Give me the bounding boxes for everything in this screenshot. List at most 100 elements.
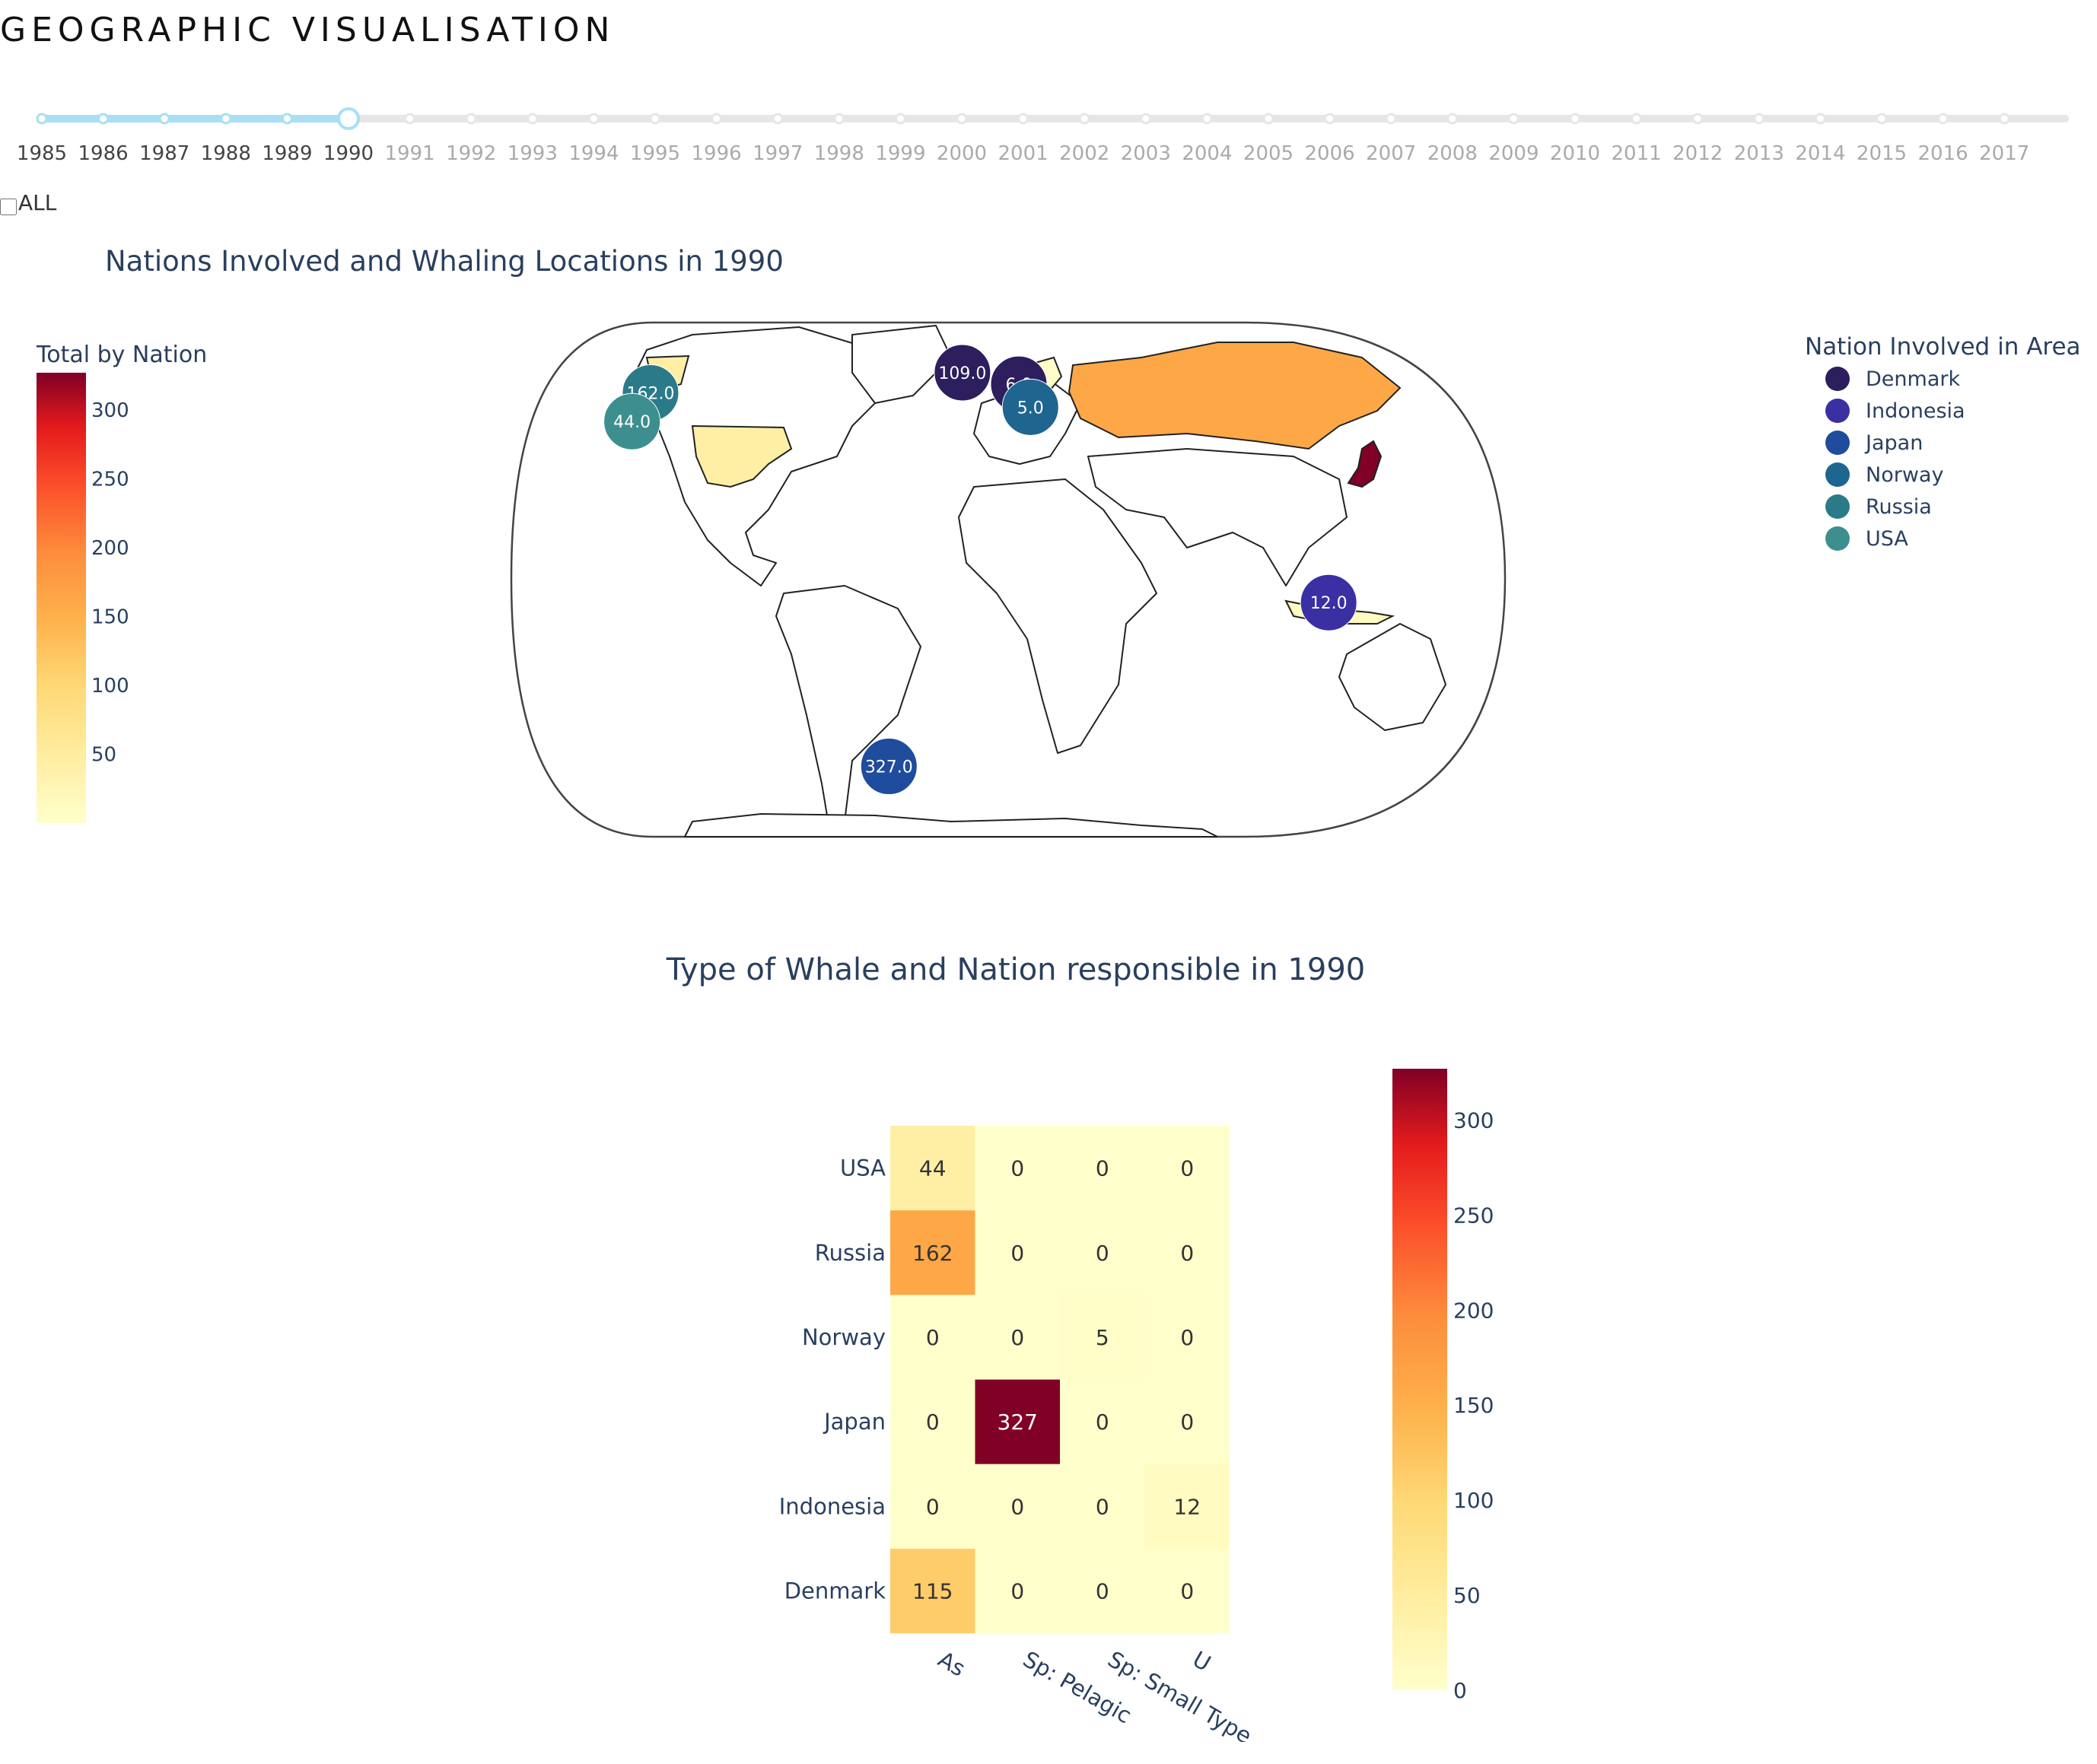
heatmap-cell (975, 1126, 1060, 1211)
slider-year-label: 2009 (1488, 142, 1539, 165)
slider-year-label: 2003 (1121, 142, 1171, 165)
continent-asia (1087, 448, 1348, 586)
heatmap-cell (1060, 1379, 1145, 1464)
slider-year-label: 2015 (1857, 142, 1907, 165)
map-colorbar (37, 373, 86, 823)
heatmap-colorbar-tick: 200 (1453, 1298, 1494, 1323)
heatmap-cell-value: 327 (998, 1410, 1038, 1435)
map-legend-label: Japan (1864, 431, 1923, 455)
slider-dot (1814, 113, 1826, 125)
heatmap-cell (975, 1549, 1060, 1634)
heatmap-cell (1060, 1210, 1145, 1295)
continent-australia (1338, 623, 1446, 731)
year-slider[interactable]: 1985 1986 1987 1988 1989 1990 1991 1992 1993 1994… (0, 99, 2097, 175)
map-bubble-label: 327.0 (865, 758, 913, 777)
heatmap-cell (1144, 1379, 1230, 1464)
slider-year-label: 2012 (1672, 142, 1723, 165)
slider-year-label: 1991 (385, 142, 435, 165)
continent-antarctica (684, 813, 1218, 838)
heatmap-colorbar-tick: 150 (1453, 1393, 1494, 1418)
all-years-checkbox[interactable] (0, 199, 17, 215)
all-years-checkbox-wrapper[interactable]: ALL (0, 190, 56, 215)
slider-year-label: 2000 (937, 142, 987, 165)
map-chart: Nations Involved and Whaling Locations i… (36, 245, 2081, 838)
heatmap-chart: Type of Whale and Nation responsible in … (666, 952, 1494, 1742)
map-colorbar-tick: 150 (91, 605, 129, 628)
map-bubble (603, 393, 661, 450)
slider-year-label: 1989 (262, 142, 312, 165)
slider-dot (220, 113, 232, 125)
slider-year-label: 1992 (446, 142, 496, 165)
slider-dot (587, 113, 600, 125)
slider-dot (1876, 113, 1888, 125)
heatmap-colorbar-tick: 300 (1453, 1108, 1494, 1133)
slider-year-label: 1999 (875, 142, 925, 165)
slider-year-label: 2010 (1550, 142, 1600, 165)
map-legend-title: Nation Involved in Area (1805, 333, 2081, 361)
heatmap-cell-value: 0 (1180, 1410, 1194, 1435)
heatmap-cell-value: 0 (1096, 1156, 1109, 1181)
map-title: Nations Involved and Whaling Locations i… (105, 245, 784, 278)
heatmap-cell (975, 1295, 1060, 1380)
map-legend-label: USA (1866, 527, 1908, 551)
heatmap-cell (975, 1210, 1060, 1295)
heatmap-cell-value: 0 (926, 1410, 940, 1435)
heatmap-cell-value: 162 (912, 1241, 953, 1266)
slider-year-label: 1987 (139, 142, 189, 165)
slider-year-label: 1986 (78, 142, 129, 165)
slider-dot (1446, 113, 1459, 125)
map-legend-marker (1825, 526, 1850, 551)
heatmap-col-label: As (934, 1646, 969, 1682)
heatmap-cell-value: 115 (912, 1579, 953, 1604)
map-legend-marker (1825, 399, 1850, 423)
slider-dot (97, 113, 110, 125)
heatmap-cell (890, 1379, 975, 1464)
slider-year-label: 2017 (1979, 142, 2029, 165)
slider-year-label: 2007 (1366, 142, 1416, 165)
heatmap-cell (890, 1295, 975, 1380)
slider-year-label: 1985 (17, 142, 67, 165)
page-title: GEOGRAPHIC VISUALISATION (0, 11, 616, 49)
heatmap-cell (890, 1549, 975, 1634)
map-colorbar-tick: 300 (91, 399, 129, 422)
heatmap-cell (890, 1126, 975, 1211)
slider-dot (1998, 113, 2010, 125)
slider-year-label: 2006 (1305, 142, 1355, 165)
slider-dot (894, 113, 906, 125)
map-colorbar-tick: 100 (91, 675, 129, 698)
heatmap-cell-value: 0 (1010, 1579, 1024, 1604)
heatmap-cell (1144, 1549, 1230, 1634)
slider-year-label: 1995 (630, 142, 680, 165)
slider-year-label: 1997 (753, 142, 803, 165)
slider-year-label: 2001 (998, 142, 1048, 165)
slider-year-label: 2016 (1918, 142, 1968, 165)
slider-year-label: 2005 (1243, 142, 1294, 165)
heatmap-colorbar (1392, 1069, 1447, 1690)
slider-dot (649, 113, 661, 125)
slider-dot (956, 113, 968, 125)
heatmap-cell (1144, 1464, 1230, 1549)
slider-dot (1385, 113, 1397, 125)
heatmap-colorbar-tick: 250 (1453, 1203, 1494, 1228)
country-usa (691, 424, 793, 488)
slider-year-label: 1994 (568, 142, 619, 165)
heatmap-cell (1060, 1126, 1145, 1211)
map-legend-marker (1825, 431, 1850, 455)
slider-year-label: 2013 (1734, 142, 1784, 165)
heatmap-cell-value: 0 (1010, 1494, 1024, 1519)
all-years-label: ALL (18, 190, 57, 215)
heatmap-cell-value: 0 (1180, 1156, 1194, 1181)
map-colorbar-title: Total by Nation (36, 342, 207, 368)
map-legend-label: Denmark (1866, 367, 1960, 391)
heatmap-cell-value: 0 (1180, 1579, 1194, 1604)
heatmap-col-label: Sp: Small Type (1103, 1646, 1256, 1742)
heatmap-cell (1060, 1295, 1145, 1380)
slider-dot (1691, 113, 1704, 125)
slider-dot (36, 113, 48, 125)
slider-dot (772, 113, 784, 125)
country-japan (1347, 440, 1383, 488)
slider-year-label: 2011 (1612, 142, 1662, 165)
heatmap-cell-value: 0 (1096, 1494, 1109, 1519)
map-bubble-label: 5.0 (1017, 399, 1044, 418)
heatmap-cell-value: 0 (1096, 1579, 1109, 1604)
